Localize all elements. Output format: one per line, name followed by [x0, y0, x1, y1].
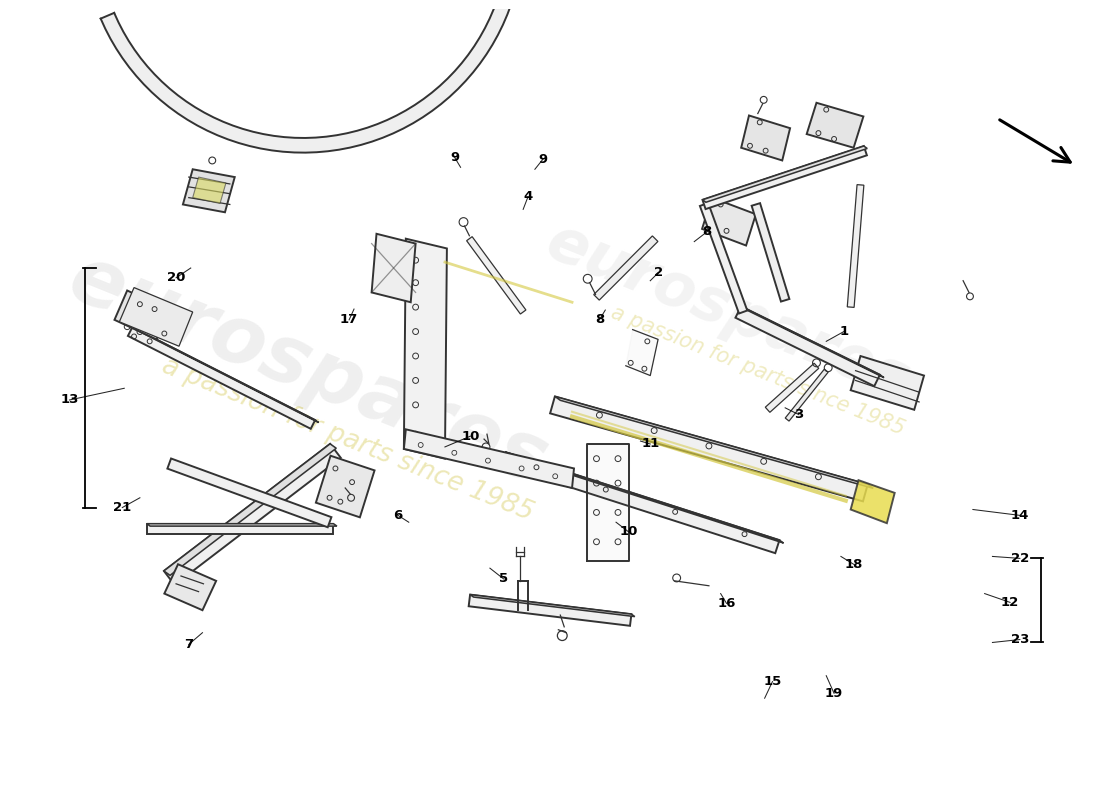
Text: 6: 6 [394, 509, 403, 522]
Text: 9: 9 [538, 153, 548, 166]
Text: 10: 10 [461, 430, 480, 442]
Polygon shape [128, 327, 316, 429]
Polygon shape [469, 594, 631, 626]
Text: 8: 8 [595, 314, 604, 326]
Text: 9: 9 [450, 151, 460, 164]
Text: 1: 1 [839, 325, 848, 338]
Polygon shape [850, 356, 924, 410]
Text: 3: 3 [794, 408, 803, 421]
Polygon shape [736, 306, 880, 386]
Polygon shape [741, 115, 790, 161]
Polygon shape [192, 177, 226, 203]
Polygon shape [702, 198, 756, 246]
Polygon shape [404, 238, 447, 458]
Polygon shape [470, 594, 635, 617]
Polygon shape [703, 146, 867, 202]
Text: 5: 5 [499, 573, 508, 586]
Polygon shape [506, 452, 783, 543]
Text: 10: 10 [619, 526, 638, 538]
Text: 23: 23 [1011, 633, 1028, 646]
Text: 16: 16 [717, 597, 736, 610]
Polygon shape [700, 203, 747, 314]
Polygon shape [114, 290, 169, 339]
Text: a passion for parts since 1985: a passion for parts since 1985 [608, 302, 908, 439]
Text: 12: 12 [1001, 596, 1020, 609]
Polygon shape [741, 306, 884, 378]
Text: 15: 15 [763, 675, 782, 688]
Polygon shape [554, 397, 873, 488]
Polygon shape [146, 524, 337, 526]
Text: eurospares: eurospares [57, 239, 559, 502]
Text: 22: 22 [1011, 552, 1028, 565]
Text: 8: 8 [702, 226, 712, 238]
Text: 4: 4 [524, 190, 532, 203]
Polygon shape [120, 287, 192, 346]
Polygon shape [404, 430, 574, 488]
Polygon shape [164, 444, 341, 585]
Text: a passion for parts since 1985: a passion for parts since 1985 [157, 353, 537, 526]
Text: 11: 11 [641, 438, 659, 450]
Polygon shape [594, 236, 658, 300]
Polygon shape [785, 369, 828, 421]
Polygon shape [751, 203, 790, 302]
Polygon shape [847, 185, 864, 307]
Polygon shape [806, 102, 864, 148]
Polygon shape [850, 480, 894, 523]
Polygon shape [101, 0, 517, 153]
Polygon shape [316, 456, 374, 518]
Text: 13: 13 [60, 394, 79, 406]
Text: eurospares: eurospares [538, 212, 918, 412]
Polygon shape [372, 234, 416, 302]
Polygon shape [766, 363, 818, 412]
Polygon shape [132, 327, 319, 422]
Polygon shape [164, 444, 337, 575]
Polygon shape [703, 146, 867, 209]
Text: 21: 21 [113, 501, 131, 514]
Polygon shape [466, 237, 526, 314]
Text: 2: 2 [653, 266, 662, 279]
Polygon shape [167, 458, 331, 527]
Text: 19: 19 [825, 687, 844, 700]
Text: 17: 17 [340, 314, 359, 326]
Text: 7: 7 [184, 638, 194, 651]
Text: 18: 18 [845, 558, 862, 570]
Polygon shape [183, 170, 234, 212]
Text: 20: 20 [167, 271, 185, 284]
Polygon shape [550, 397, 868, 502]
Polygon shape [146, 524, 333, 534]
Polygon shape [164, 564, 217, 610]
Text: 14: 14 [1011, 509, 1028, 522]
Polygon shape [502, 452, 780, 553]
